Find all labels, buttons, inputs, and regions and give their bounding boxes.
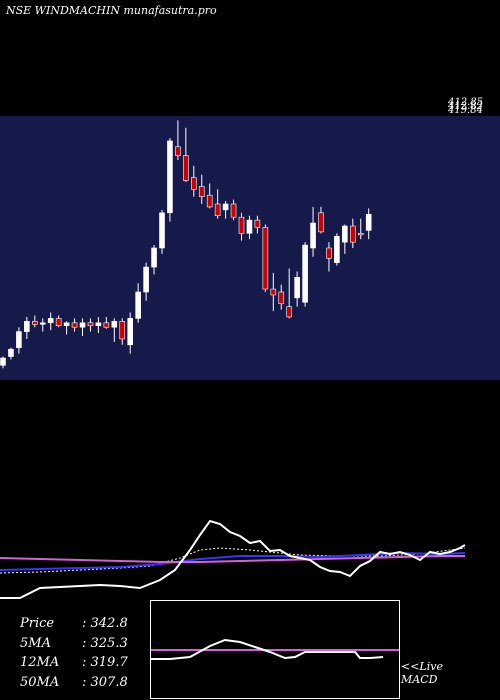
candle-down xyxy=(326,247,332,259)
candle-down xyxy=(286,306,293,318)
candle-down xyxy=(191,177,197,190)
macd-label-line2: MACD xyxy=(401,673,438,686)
stat-label: Price xyxy=(20,616,55,631)
candle-up xyxy=(365,213,372,231)
candle-up xyxy=(294,277,300,299)
stat-label: 50MA xyxy=(20,674,60,690)
candle-up xyxy=(127,318,133,346)
candle-up xyxy=(151,247,157,268)
stat-price: Price : 342.8 xyxy=(20,614,128,634)
stat-5ma: 5MA : 325.3 xyxy=(20,634,128,654)
candle-down xyxy=(270,288,277,296)
macd-line xyxy=(151,638,384,660)
candle-up xyxy=(159,212,165,249)
candle-down xyxy=(55,318,62,327)
stat-50ma: 50MA : 307.8 xyxy=(20,673,128,693)
candle-down xyxy=(238,216,245,234)
stat-value: : 342.8 xyxy=(82,616,128,631)
candle-up xyxy=(95,322,102,327)
candle-up xyxy=(342,225,348,243)
price-label: 412.82 xyxy=(448,101,483,112)
candle-up xyxy=(47,318,54,324)
price-line xyxy=(0,519,466,599)
candle-up xyxy=(111,321,118,328)
candle-up xyxy=(16,331,22,349)
candle-up xyxy=(0,357,6,366)
ma-magenta-line xyxy=(0,555,465,563)
candle-up xyxy=(302,244,308,303)
price-chart xyxy=(0,116,500,380)
price-label: 412.85 xyxy=(448,97,483,108)
candle-down xyxy=(31,321,38,325)
moving-average-panel xyxy=(0,519,466,599)
stat-label: 12MA xyxy=(20,655,60,670)
candle-up xyxy=(143,266,149,293)
ma-dotted-line xyxy=(0,547,466,574)
overlapping-price-labels: 412.85 412.82 419.84 xyxy=(448,97,483,116)
candle-down xyxy=(254,219,261,228)
candle-down xyxy=(357,233,364,236)
stats-block: Price : 342.8 5MA : 325.3 12MA : 319.7 50MA… xyxy=(20,614,128,692)
candle-up xyxy=(246,219,253,234)
candle-down xyxy=(198,186,205,197)
stat-value: : 319.7 xyxy=(82,655,128,670)
candle-up xyxy=(39,322,46,325)
candle-down xyxy=(318,212,324,233)
stat-label: 5MA xyxy=(20,635,51,651)
chart-background xyxy=(0,116,500,380)
candle-up xyxy=(167,140,173,214)
candle-down xyxy=(278,291,285,305)
candle-up xyxy=(8,348,14,357)
candle-down xyxy=(214,203,221,217)
stat-12ma: 12MA : 319.7 xyxy=(20,653,128,673)
macd-label: <<Live MACD xyxy=(401,660,443,686)
stat-value: : 307.8 xyxy=(82,674,128,690)
candle-up xyxy=(135,291,141,319)
candle-down xyxy=(230,203,237,218)
stat-value: : 325.3 xyxy=(82,635,128,651)
candle-down xyxy=(262,227,269,290)
candle-up xyxy=(63,322,70,327)
price-label: 419.84 xyxy=(448,105,483,116)
candle-down xyxy=(119,321,126,340)
candle-up xyxy=(310,222,316,249)
candle-down xyxy=(103,322,110,328)
macd-label-line1: <<Live xyxy=(401,660,443,673)
macd-frame xyxy=(150,600,400,699)
candle-up xyxy=(79,322,86,328)
candle-up xyxy=(222,203,229,211)
candle-down xyxy=(206,194,213,208)
candle-up xyxy=(24,321,30,332)
candle-down xyxy=(71,322,78,328)
candle-up xyxy=(334,235,340,263)
candles-group xyxy=(0,120,372,369)
chart-title: NSE WINDMACHIN munafasutra.pro xyxy=(6,4,217,17)
candle-down xyxy=(183,155,189,181)
macd-panel xyxy=(150,600,400,699)
candle-down xyxy=(349,225,356,243)
candle-down xyxy=(87,322,94,327)
candle-down xyxy=(175,146,181,156)
